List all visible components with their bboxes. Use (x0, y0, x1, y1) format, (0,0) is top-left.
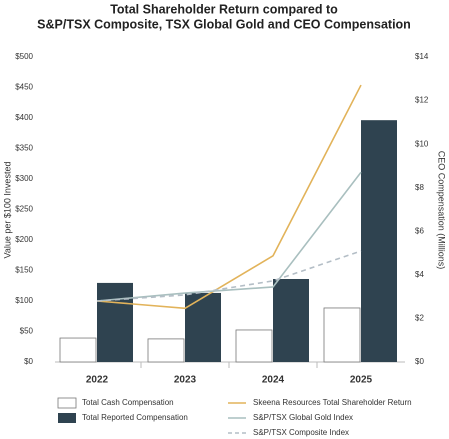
y2-tick-label: $12 (415, 96, 429, 105)
x-tick-label: 2022 (86, 375, 109, 386)
bar (323, 307, 361, 363)
y-tick-label: $400 (15, 113, 33, 122)
legend-label: S&P/TSX Global Gold Index (253, 413, 353, 422)
y-tick-label: $350 (15, 144, 33, 153)
y-tick-label: $200 (15, 235, 33, 244)
y-axis-label: Value per $100 Invested (2, 162, 12, 259)
y2-tick-label: $10 (415, 139, 429, 148)
x-tick-label: 2023 (174, 375, 197, 386)
y2-tick-label: $2 (415, 314, 424, 323)
y2-tick-label: $4 (415, 270, 424, 279)
legend-label: Total Cash Compensation (82, 398, 174, 407)
y2-tick-label: $6 (415, 226, 424, 235)
y2-tick-label: $0 (415, 357, 424, 366)
y2-tick-label: $8 (415, 183, 424, 192)
y-tick-label: $50 (20, 327, 34, 336)
legend-label: Total Reported Compensation (82, 413, 188, 422)
bar (361, 120, 397, 362)
line (96, 250, 362, 302)
x-tick-label: 2025 (350, 375, 373, 386)
bar (185, 292, 221, 362)
chart-subtitle: S&P/TSX Composite, TSX Global Gold and C… (37, 17, 411, 31)
bar (147, 338, 185, 363)
y-tick-label: $300 (15, 174, 33, 183)
legend-label: Skeena Resources Total Shareholder Retur… (253, 398, 412, 407)
bar (59, 337, 97, 363)
y-tick-label: $0 (24, 357, 33, 366)
y-tick-label: $500 (15, 52, 33, 61)
bar (235, 329, 273, 363)
y2-tick-label: $14 (415, 52, 429, 61)
legend-label: S&P/TSX Composite Index (253, 428, 349, 437)
legend-swatch (57, 397, 77, 409)
bar (273, 278, 309, 362)
line (96, 171, 362, 302)
y-tick-label: $100 (15, 296, 33, 305)
y2-axis-label: CEO Compensation (Millions) (437, 151, 447, 270)
legend-swatch (58, 413, 76, 423)
x-tick-label: 2024 (262, 375, 285, 386)
bar (97, 282, 133, 362)
line (96, 84, 362, 310)
y-tick-label: $450 (15, 83, 33, 92)
y-tick-label: $250 (15, 205, 33, 214)
chart-title: Total Shareholder Return compared to (110, 2, 338, 16)
y-tick-label: $150 (15, 266, 33, 275)
